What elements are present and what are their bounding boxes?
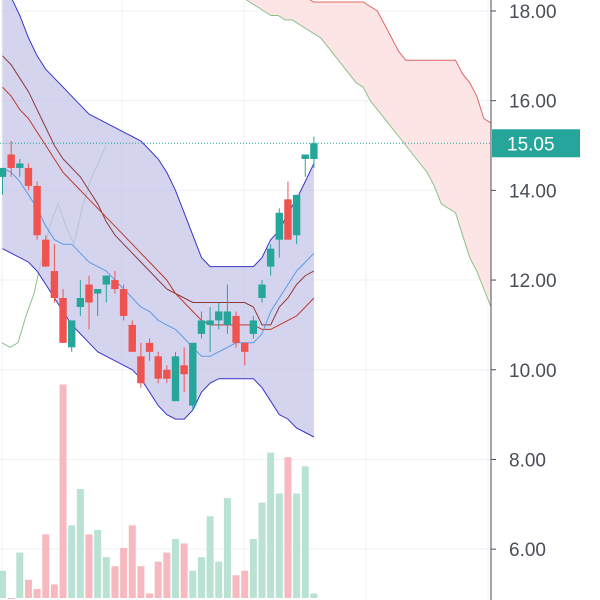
candle-body: [275, 212, 283, 240]
volume-bar: [24, 579, 32, 598]
candle-body: [154, 356, 162, 379]
volume-bar: [42, 534, 50, 598]
candle-body: [206, 320, 214, 325]
axis-tick-label: 8.00: [509, 450, 546, 471]
volume-bar: [310, 593, 318, 598]
candle-body: [301, 154, 309, 159]
candle-body: [223, 311, 232, 325]
volume-bar: [206, 516, 214, 598]
moving-average-lines: [0, 55, 491, 357]
candle-body: [24, 167, 33, 186]
axis-tick-label: 18.00: [509, 2, 557, 23]
price-tag-label: 15.05: [507, 134, 555, 155]
candle-body: [111, 280, 119, 290]
candle-body: [42, 239, 50, 267]
candles[interactable]: [0, 136, 318, 411]
candle-body: [119, 289, 128, 316]
volume-bar: [85, 534, 93, 598]
axis-tick-label: 10.00: [509, 361, 557, 382]
ma-blue-line: [2, 167, 315, 357]
price-tag-box: [492, 129, 580, 158]
volume-bar: [111, 566, 119, 598]
candle-body: [128, 324, 136, 352]
volume-bar: [180, 543, 188, 598]
volume-bar: [128, 525, 136, 598]
volume-bar: [94, 529, 102, 598]
volume-bar: [59, 384, 67, 598]
axis-tick-label: 12.00: [509, 271, 557, 292]
candle-body: [310, 143, 318, 159]
candle-body: [50, 271, 59, 298]
volume-bar: [241, 570, 249, 598]
candle-body: [102, 275, 110, 285]
candle-body: [85, 284, 93, 303]
volume-bar: [163, 552, 171, 598]
volume-bar: [172, 538, 179, 598]
candle-body: [59, 298, 67, 343]
cloud-line-green: [245, 0, 492, 308]
candle-body: [0, 167, 7, 177]
candle-body: [197, 320, 206, 334]
candle-body: [163, 369, 171, 379]
volume-bar: [249, 538, 257, 598]
volume-bar: [293, 493, 301, 598]
volume-bar: [189, 570, 197, 598]
volume-bar: [7, 598, 15, 599]
volume-bar: [215, 561, 223, 598]
last-price-tag: 15.05: [492, 129, 580, 158]
candle-body: [180, 365, 188, 375]
ma-red-line: [2, 86, 315, 330]
candle-body: [292, 194, 301, 236]
volume-bar: [284, 457, 292, 598]
candle-body: [258, 284, 266, 298]
candle-body: [232, 315, 240, 343]
candle-body: [189, 342, 197, 406]
candle-body: [76, 298, 85, 307]
candle-body: [145, 342, 154, 352]
volume-bar: [102, 557, 110, 598]
volume-bar: [0, 570, 6, 598]
candle-body: [33, 185, 41, 236]
volume-bar: [301, 466, 309, 598]
volume-bar: [33, 588, 41, 598]
volume-bar: [120, 548, 128, 598]
candle-body: [241, 342, 249, 352]
band-upper-line: [11, 0, 315, 268]
volume-bar: [275, 493, 283, 598]
cloud-area: [246, 0, 491, 307]
candle-body: [249, 320, 258, 334]
axis-tick-label: 6.00: [509, 540, 546, 561]
cloud-line-red: [309, 0, 492, 124]
volume-bar: [223, 498, 231, 598]
volume-bar: [68, 525, 76, 598]
price-axis[interactable]: 6.00 8.00 10.00 12.00 14.00 16.00 18.00: [490, 0, 557, 600]
volume-bar: [76, 489, 84, 598]
volume-bar: [137, 566, 145, 598]
volume-bar: [146, 593, 154, 598]
volume-bar: [16, 552, 24, 598]
candle-body: [16, 163, 24, 168]
candle-body: [137, 356, 145, 384]
axis-tick-label: 16.00: [509, 92, 557, 113]
volume-bar: [232, 575, 240, 598]
candle-body: [284, 199, 292, 240]
volume-bars: [0, 384, 318, 599]
ma-dark_red-line: [2, 55, 315, 326]
volume-bar: [258, 502, 266, 598]
candle-body: [93, 289, 102, 294]
volume-bar: [267, 452, 275, 598]
volume-bar: [154, 561, 162, 598]
candle-body: [266, 248, 275, 267]
candle-body: [215, 311, 223, 321]
axis-tick-label: 14.00: [509, 181, 557, 202]
volume-bar: [197, 557, 205, 598]
volume-bar: [50, 584, 58, 598]
candle-body: [68, 320, 76, 348]
candle-body: [171, 356, 180, 402]
candle-body: [7, 154, 15, 168]
